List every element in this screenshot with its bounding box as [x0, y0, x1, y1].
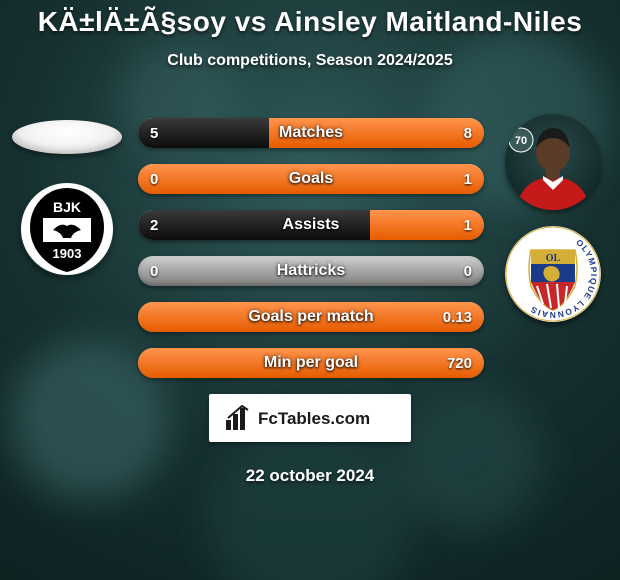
stat-value-right: 0	[464, 256, 472, 286]
stat-row: Min per goal720	[138, 348, 484, 378]
svg-text:OL: OL	[546, 253, 561, 264]
stat-row: Assists21	[138, 210, 484, 240]
fctables-logo: FcTables.com	[220, 400, 400, 436]
stat-value-right: 1	[464, 210, 472, 240]
stat-value-right: 720	[447, 348, 472, 378]
left-player-avatar-placeholder	[12, 120, 122, 154]
left-player-column: BJK 1903	[8, 120, 126, 276]
left-badge-text-top: BJK	[53, 199, 81, 215]
page-title: KÄ±lÄ±Ã§soy vs Ainsley Maitland-Niles	[0, 0, 620, 38]
left-badge-text-bottom: 1903	[53, 246, 82, 261]
stat-row: Matches58	[138, 118, 484, 148]
stat-value-left: 2	[150, 210, 158, 240]
stat-right-fill	[138, 164, 484, 194]
stat-row: Hattricks0 0	[138, 256, 484, 286]
stat-row: Goals per match0.13	[138, 302, 484, 332]
stat-value-right: 1	[464, 164, 472, 194]
stat-label: Hattricks	[138, 256, 484, 286]
left-club-badge: BJK 1903	[20, 182, 114, 276]
stat-bars: Matches58Goals01Assists21Hattricks00Goal…	[138, 118, 484, 394]
right-player-column: 70 OLYMPIQUE LYONNAIS OL	[494, 114, 612, 322]
right-player-avatar: 70	[505, 114, 601, 210]
stat-value-left: 0	[150, 256, 158, 286]
stat-right-fill	[269, 118, 484, 148]
stat-row: Goals01	[138, 164, 484, 194]
right-player-rating: 70	[515, 135, 527, 147]
footer-logo-card[interactable]: FcTables.com	[209, 394, 411, 442]
stat-value-right: 0.13	[443, 302, 472, 332]
date-text: 22 october 2024	[0, 466, 620, 486]
stat-left-fill	[138, 210, 370, 240]
stat-value-right: 8	[464, 118, 472, 148]
footer-text: FcTables.com	[258, 409, 370, 428]
right-club-badge: OLYMPIQUE LYONNAIS OL	[505, 226, 601, 322]
stat-value-left: 5	[150, 118, 158, 148]
stat-right-fill	[138, 348, 484, 378]
stat-value-left: 0	[150, 164, 158, 194]
subtitle: Club competitions, Season 2024/2025	[0, 52, 620, 70]
stat-right-fill	[138, 302, 484, 332]
